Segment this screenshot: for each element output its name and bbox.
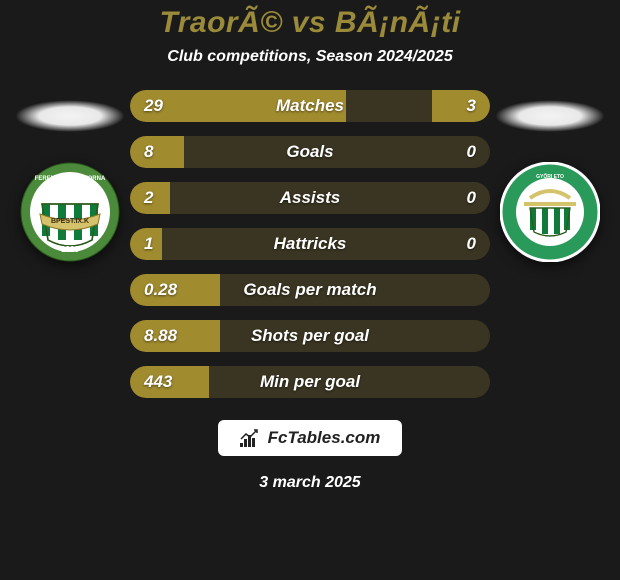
crest-right-svg: GYŐRI ETO [500,162,600,262]
stat-name: Goals [130,136,490,168]
stat-row: 0.28Goals per match [130,274,490,306]
stat-name: Assists [130,182,490,214]
svg-text:BPEST.IX.K: BPEST.IX.K [51,218,89,225]
stat-name: Goals per match [130,274,490,306]
stat-row: 443Min per goal [130,366,490,398]
stat-value-right: 0 [467,136,476,168]
svg-text:1899: 1899 [61,245,79,254]
stat-name: Shots per goal [130,320,490,352]
spotlight-ellipse-left [15,100,125,132]
date-text: 3 march 2025 [259,474,360,492]
svg-text:FERENCVÁROSI TORNA: FERENCVÁROSI TORNA [35,175,106,182]
stat-name: Matches [130,90,490,122]
svg-text:GYŐRI ETO: GYŐRI ETO [536,173,564,180]
right-side: GYŐRI ETO [490,90,610,262]
chart-icon [240,429,262,447]
stat-value-right: 0 [467,228,476,260]
stat-bars: 29Matches3 8Goals0 2Assists0 1Hattricks0 0.2… [130,90,490,398]
left-side: FERENCVÁROSI TORNA BPEST.IX.K 1899 [10,90,130,262]
stat-row: 8Goals0 [130,136,490,168]
spotlight-ellipse-right [495,100,605,132]
page-subtitle: Club competitions, Season 2024/2025 [167,48,452,66]
stat-name: Hattricks [130,228,490,260]
crest-left-svg: FERENCVÁROSI TORNA BPEST.IX.K 1899 [20,162,120,262]
stat-name: Min per goal [130,366,490,398]
stat-value-right: 0 [467,182,476,214]
page-title: TraorÃ© vs BÃ¡nÃ¡ti [159,6,460,40]
brand-text: FcTables.com [268,428,381,448]
club-crest-left: FERENCVÁROSI TORNA BPEST.IX.K 1899 [20,162,120,262]
comparison-card: TraorÃ© vs BÃ¡nÃ¡ti Club competitions, S… [0,0,620,580]
club-crest-right: GYŐRI ETO [500,162,600,262]
stat-row: 8.88Shots per goal [130,320,490,352]
brand-badge[interactable]: FcTables.com [218,420,403,456]
stat-value-right: 3 [467,90,476,122]
stat-row: 2Assists0 [130,182,490,214]
stat-row: 29Matches3 [130,90,490,122]
stat-row: 1Hattricks0 [130,228,490,260]
main-row: FERENCVÁROSI TORNA BPEST.IX.K 1899 29Mat… [0,90,620,398]
